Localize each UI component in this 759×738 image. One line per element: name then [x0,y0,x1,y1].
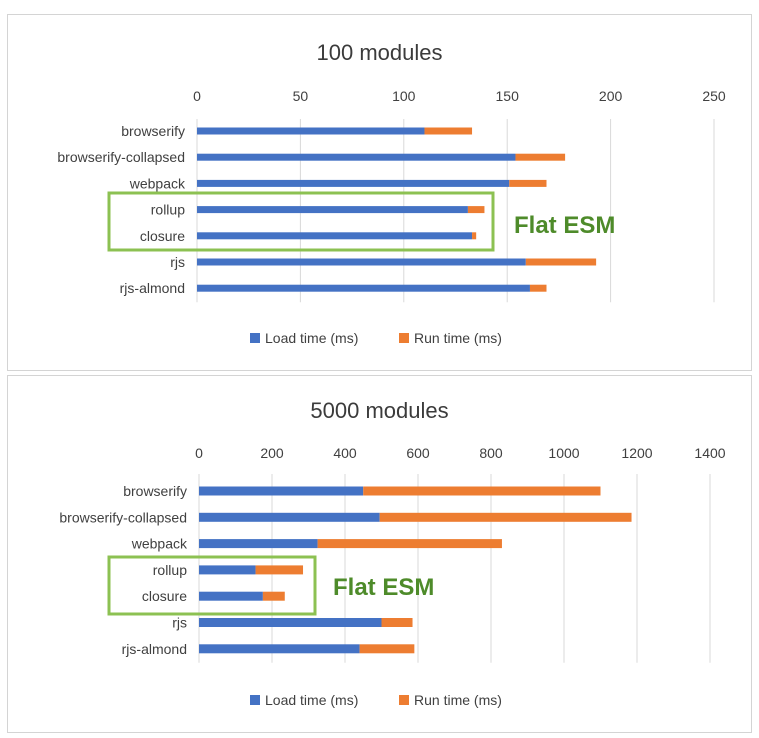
run-time-bar [317,539,502,549]
run-time-bar [359,644,415,654]
load-time-bar [197,206,468,214]
legend-label: Load time (ms) [265,692,358,708]
category-label: browserify-collapsed [59,509,187,525]
x-tick-label: 150 [496,88,520,104]
flat-esm-callout: Flat ESM [514,212,615,239]
load-time-bar [199,618,382,627]
x-tick-label: 250 [702,88,726,104]
flat-esm-highlight-box [107,191,495,252]
chart-100-modules: 100 modules 0 50 100 150 200 250 browserify brow… [57,40,726,346]
load-time-bar [197,258,526,266]
run-time-bar [381,618,413,627]
load-time-bar [197,232,473,240]
category-label: closure [140,228,185,244]
category-label: rjs [170,254,185,270]
run-time-bar [262,591,285,601]
load-time-bar [197,284,530,292]
run-time-bar [509,179,547,187]
chart-panel-5000-modules: 5000 modules 0 200 400 600 800 1000 1200 1400 bro… [7,375,752,733]
load-time-bar [199,591,263,601]
run-time-bar [515,153,566,161]
chart-5000-modules: 5000 modules 0 200 400 600 800 1000 1200 1400 bro… [59,398,725,708]
run-time-bar [255,565,304,575]
run-time-bar [525,258,597,266]
chart-panel-100-modules: 100 modules 0 50 100 150 200 250 browserify brow… [7,14,752,371]
x-tick-label: 50 [293,88,309,104]
category-label: webpack [129,175,186,191]
chart-title: 5000 modules [310,398,448,423]
flat-esm-callout: Flat ESM [333,574,434,601]
legend-label: Run time (ms) [414,692,502,708]
load-time-bar [199,486,364,496]
load-time-bar [197,153,516,161]
legend-swatch-run-time [399,333,409,343]
flat-esm-highlight-box [107,555,317,616]
x-tick-label: 400 [333,445,357,461]
load-time-bar [197,179,510,187]
load-time-bar [199,539,318,549]
run-time-bar [363,486,601,496]
category-label: closure [142,588,187,604]
x-tick-label: 800 [479,445,503,461]
category-label: browserify [123,483,187,499]
x-tick-label: 0 [195,445,203,461]
chart-title: 100 modules [317,40,443,65]
category-label: browserify [121,123,185,139]
category-label: rjs [172,615,187,631]
legend-swatch-run-time [399,695,409,705]
category-label: browserify-collapsed [57,149,185,165]
legend-label: Load time (ms) [265,330,358,346]
category-label: rjs-almond [120,280,185,296]
category-label: webpack [131,536,188,552]
x-tick-label: 1200 [621,445,652,461]
x-tick-label: 1000 [548,445,579,461]
x-tick-label: 100 [392,88,416,104]
x-tick-label: 600 [406,445,430,461]
x-tick-label: 200 [599,88,623,104]
load-time-bar [199,565,256,575]
load-time-bar [199,512,380,522]
run-time-bar [424,127,473,135]
run-time-bar [529,284,547,292]
run-time-bar [379,512,632,522]
x-tick-label: 0 [193,88,201,104]
load-time-bar [199,644,360,654]
category-label: rollup [153,562,187,578]
category-label: rollup [151,202,185,218]
x-tick-label: 1400 [694,445,725,461]
legend-swatch-load-time [250,333,260,343]
run-time-bar [467,206,485,214]
x-tick-label: 200 [260,445,284,461]
load-time-bar [197,127,425,135]
run-time-bar [472,232,477,240]
legend-label: Run time (ms) [414,330,502,346]
category-label: rjs-almond [122,641,187,657]
legend-swatch-load-time [250,695,260,705]
